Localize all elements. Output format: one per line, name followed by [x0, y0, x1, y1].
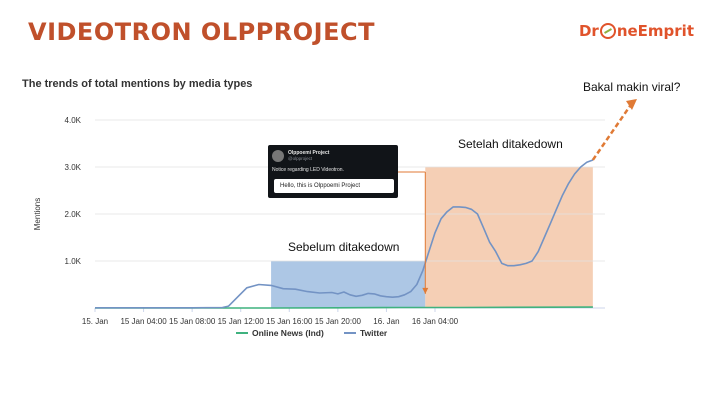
x-tick-label: 15 Jan 12:00: [218, 317, 265, 326]
logo-text-right: neEmprit: [616, 22, 694, 40]
x-tick-label: 15 Jan 20:00: [315, 317, 362, 326]
x-tick-label: 15 Jan 04:00: [120, 317, 167, 326]
y-axis-label: Mentions: [33, 198, 42, 230]
x-tick-label: 15 Jan 08:00: [169, 317, 216, 326]
pointer-arrowhead: [422, 287, 429, 294]
highlight-region-1: [271, 261, 426, 308]
annotation-after: Setelah ditakedown: [458, 137, 563, 151]
viral-arrowhead: [626, 99, 637, 110]
legend-label: Online News (Ind): [252, 328, 324, 338]
x-tick-label: 15. Jan: [82, 317, 108, 326]
annotation-before: Sebelum ditakedown: [288, 240, 400, 254]
series-line-2: [95, 159, 594, 309]
tweet-message: Hello, this is Olppoemi Project: [274, 179, 394, 193]
tweet-avatar: [272, 150, 284, 162]
y-tick-label: 1.0K: [65, 257, 82, 266]
tweet-screenshot: Olppoemi Project @olpproject Notice rega…: [268, 145, 398, 198]
drone-logo-icon: [599, 23, 616, 39]
tweet-notice: Notice regarding LED Videotron.: [272, 167, 344, 173]
logo: Dr neEmprit: [579, 22, 694, 40]
logo-text-left: Dr: [578, 22, 599, 40]
y-tick-label: 4.0K: [65, 116, 82, 125]
chart-subtitle: The trends of total mentions by media ty…: [22, 78, 253, 90]
annotation-viral: Bakal makin viral?: [583, 80, 681, 94]
x-tick-label: 16. Jan: [373, 317, 399, 326]
highlight-region-2: [425, 167, 593, 308]
x-tick-label: 16 Jan 04:00: [412, 317, 459, 326]
y-tick-label: 2.0K: [65, 210, 82, 219]
x-tick-label: 15 Jan 16:00: [266, 317, 313, 326]
tweet-author: Olppoemi Project: [288, 150, 330, 156]
viral-arrow: [591, 105, 632, 161]
legend-label: Twitter: [360, 328, 388, 338]
page-title: VIDEOTRON OLPPROJECT: [28, 18, 375, 46]
y-tick-label: 3.0K: [65, 163, 82, 172]
tweet-handle: @olpproject: [288, 156, 313, 161]
